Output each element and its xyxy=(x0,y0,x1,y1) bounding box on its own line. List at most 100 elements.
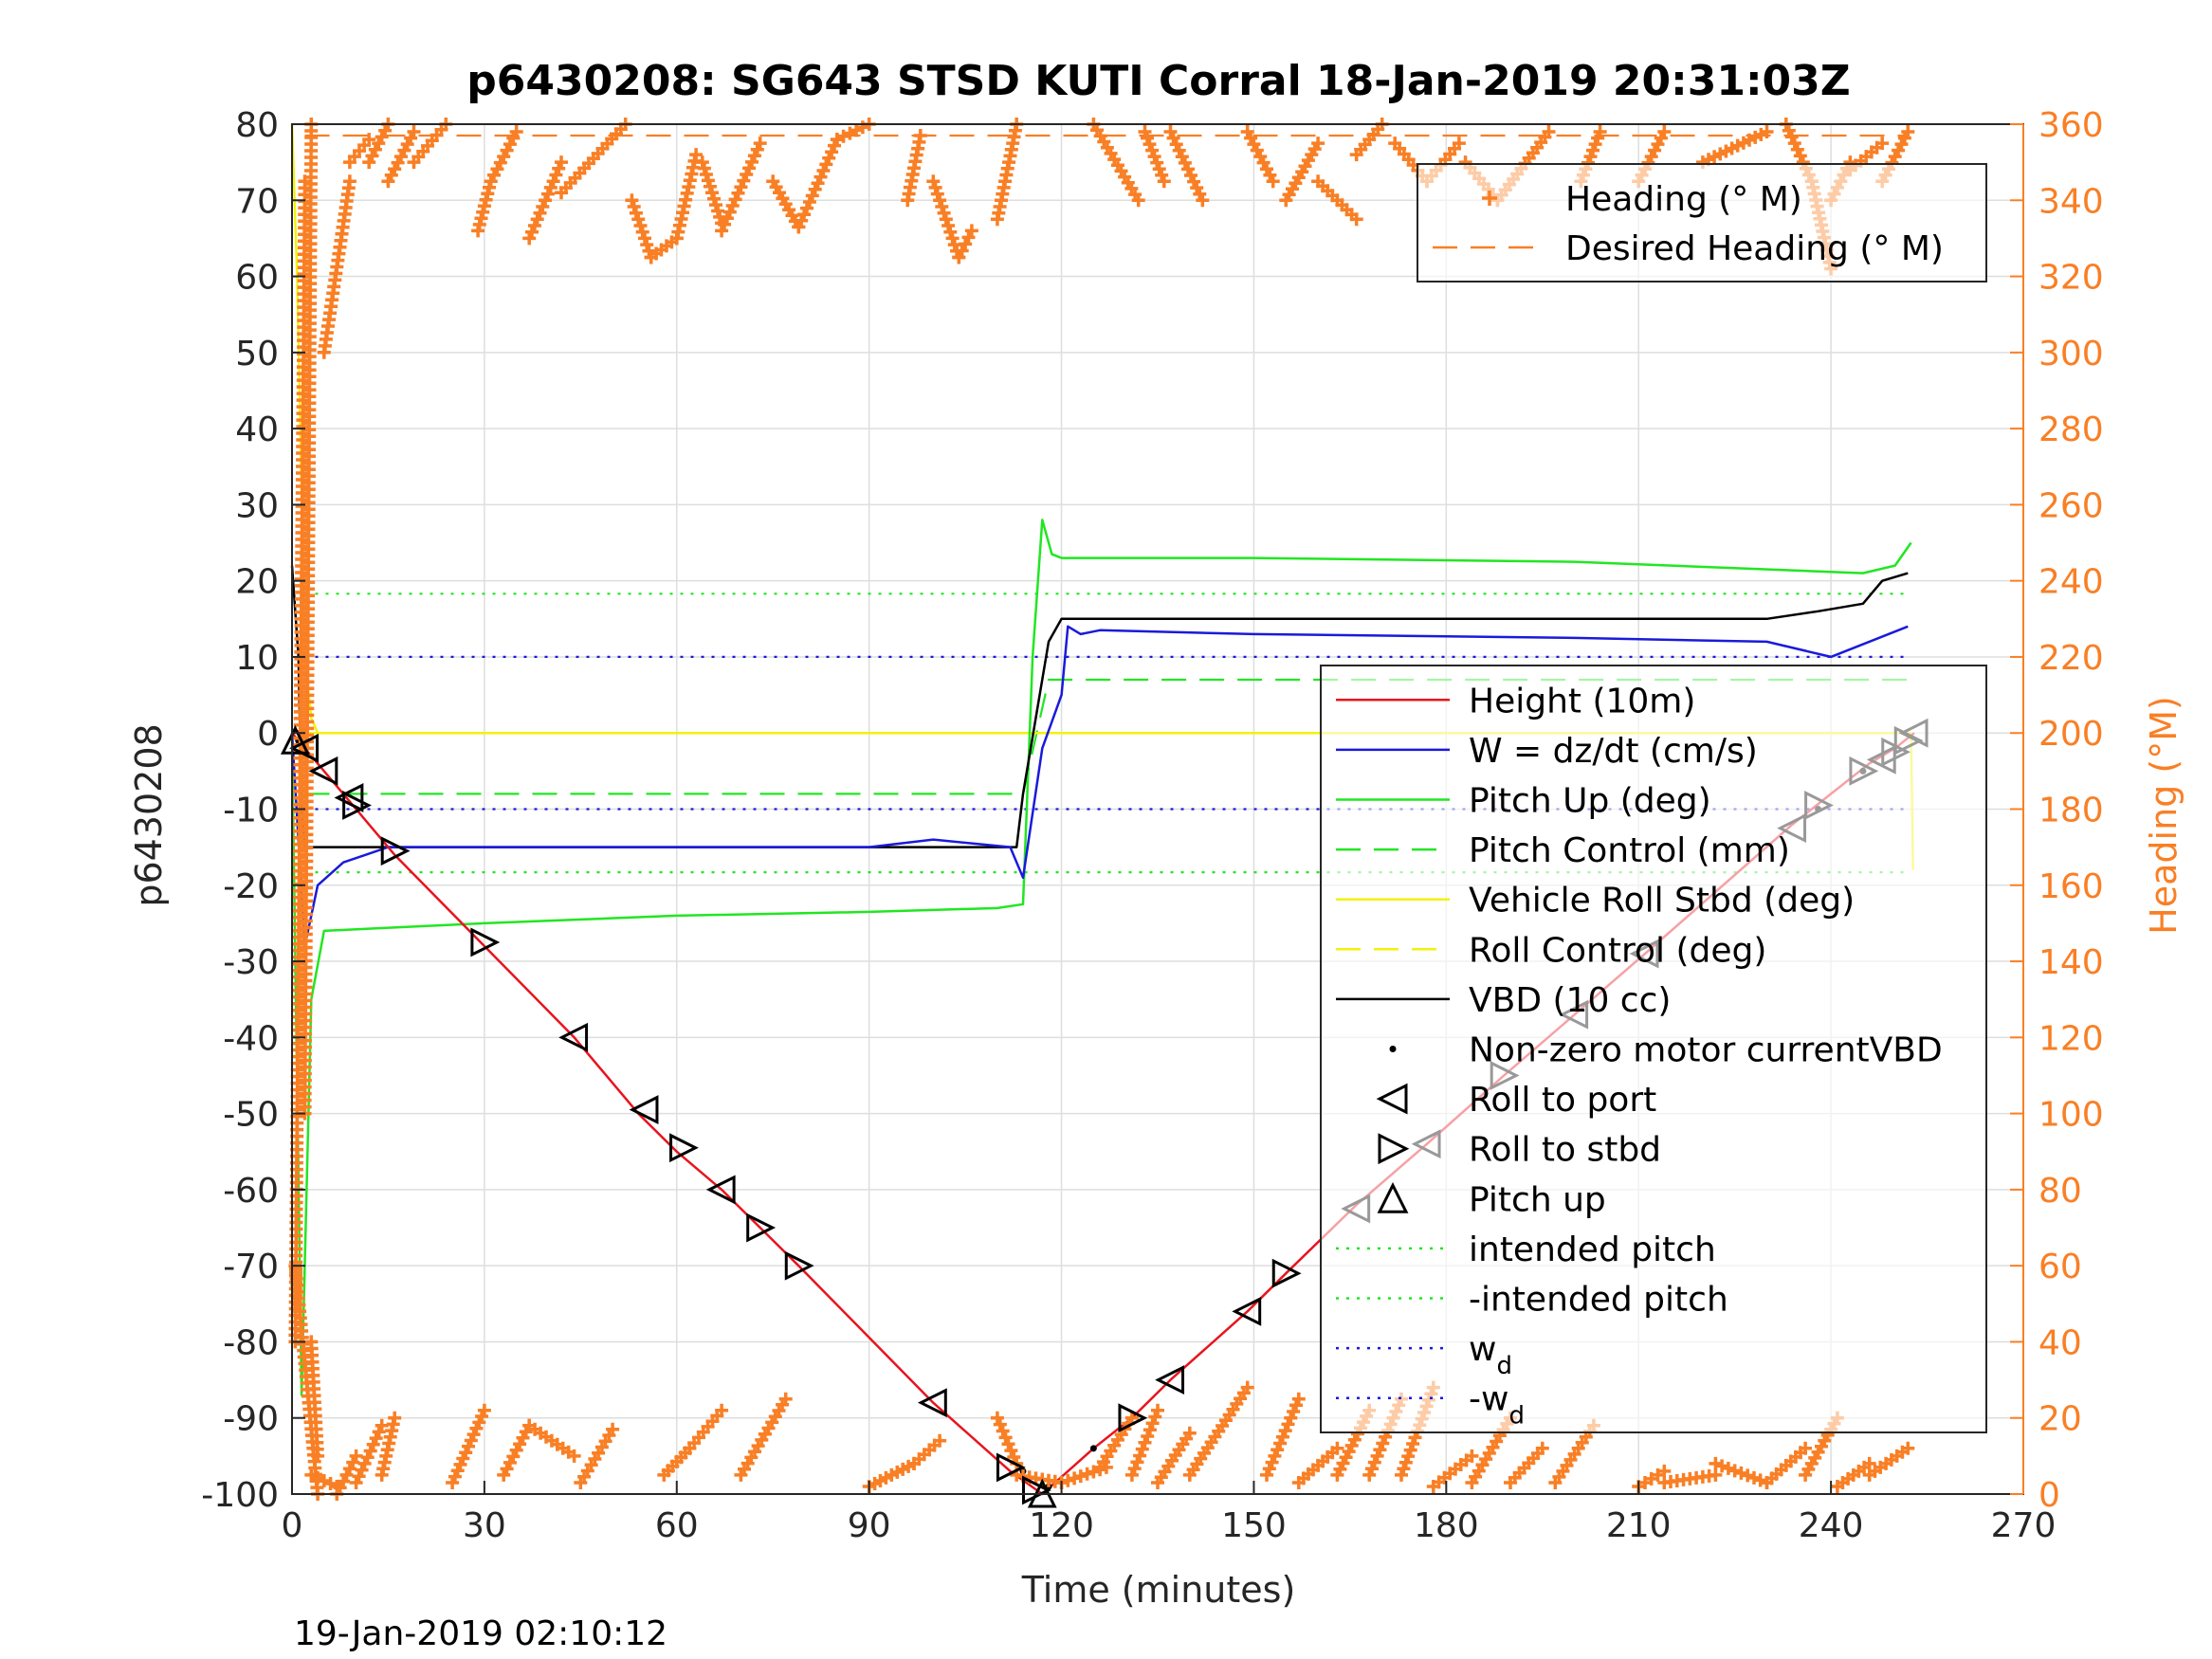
y-tick-label: -30 xyxy=(223,943,279,982)
x-tick-label: 90 xyxy=(848,1506,891,1545)
legend-label: Height (10m) xyxy=(1469,682,1695,720)
heading-segment xyxy=(484,125,523,189)
legend-swatch-marker xyxy=(1378,1133,1410,1165)
x-tick-label: 210 xyxy=(1606,1506,1672,1545)
heading-segment xyxy=(715,137,767,238)
roll-to-stbd-marker xyxy=(784,1250,814,1281)
heading-segment xyxy=(1124,1403,1164,1482)
heading-segment xyxy=(1163,125,1210,208)
y-tick-label: 10 xyxy=(235,639,279,678)
heading-segment xyxy=(901,129,927,208)
roll-to-port-marker xyxy=(1232,1296,1262,1326)
legend-label: Pitch up xyxy=(1469,1180,1606,1219)
heading-segment xyxy=(522,1418,581,1463)
chart-title: p6430208: SG643 STSD KUTI Corral 18-Jan-… xyxy=(466,57,1850,105)
roll-to-port-marker xyxy=(1155,1365,1185,1395)
legend-label: Pitch Up (deg) xyxy=(1469,782,1711,821)
legend-main: Height (10m) W = dz/dt (cm/s) Pitch Up (de… xyxy=(1320,665,1987,1433)
y2-tick-label: 140 xyxy=(2038,943,2104,982)
legend-box xyxy=(1417,163,1987,283)
legend-label: VBD (10 cc) xyxy=(1469,981,1671,1020)
x-tick-label: 30 xyxy=(463,1506,506,1545)
heading-segment xyxy=(734,1392,793,1482)
legend-label: Heading (° M) xyxy=(1565,180,1802,219)
y-tick-label: 40 xyxy=(235,410,279,449)
y-axis-label: p6430208 xyxy=(128,723,170,906)
legend-label: Non-zero motor currentVBD xyxy=(1469,1031,1943,1070)
y2-tick-label: 60 xyxy=(2038,1248,2082,1286)
legend-label: Pitch Control (mm) xyxy=(1469,831,1790,870)
y2-tick-label: 100 xyxy=(2038,1096,2104,1135)
y-tick-label: 80 xyxy=(235,106,279,145)
x-tick-label: 60 xyxy=(655,1506,699,1545)
heading-segment xyxy=(375,1411,402,1482)
legend-label: Roll to port xyxy=(1469,1081,1656,1120)
y2-tick-label: 280 xyxy=(2038,410,2104,449)
y2-tick-label: 180 xyxy=(2038,792,2104,830)
heading-segment xyxy=(669,148,704,246)
heading-segment xyxy=(1182,1380,1254,1482)
y-tick-label: 70 xyxy=(235,182,279,221)
y2-tick-label: 300 xyxy=(2038,335,2104,374)
heading-segment xyxy=(1279,137,1325,208)
roll-to-stbd-marker xyxy=(996,1452,1026,1483)
footer-timestamp: 19-Jan-2019 02:10:12 xyxy=(294,1614,667,1653)
y2-tick-label: 200 xyxy=(2038,715,2104,754)
roll-to-stbd-marker xyxy=(342,791,372,820)
roll-to-port-marker xyxy=(917,1388,947,1418)
y-tick-label: -50 xyxy=(223,1096,279,1135)
y-tick-label: -20 xyxy=(223,867,279,906)
legend-label: Roll to stbd xyxy=(1469,1131,1661,1170)
y2-tick-label: 40 xyxy=(2038,1323,2082,1362)
heading-segment xyxy=(342,133,376,170)
y2-tick-label: 240 xyxy=(2038,563,2104,602)
legend-swatch-marker xyxy=(1376,1083,1408,1115)
y-tick-label: 60 xyxy=(235,259,279,298)
series-w-dz-dt-cm-s xyxy=(290,625,1909,948)
y2-tick-label: 120 xyxy=(2038,1019,2104,1058)
x-axis-label: Time (minutes) xyxy=(1021,1569,1296,1611)
legend-swatch-plus xyxy=(1482,191,1497,206)
heading-segment xyxy=(1504,1441,1549,1489)
heading-segment xyxy=(1830,1456,1876,1493)
y2-tick-label: 340 xyxy=(2038,182,2104,221)
heading-segment xyxy=(317,174,356,359)
roll-to-port-marker xyxy=(558,1022,589,1052)
x-tick-label: 120 xyxy=(1029,1506,1094,1545)
heading-segment xyxy=(1138,125,1171,189)
roll-to-stbd-marker xyxy=(380,836,411,866)
heading-segment xyxy=(1426,1449,1479,1493)
heading-segment xyxy=(1291,1441,1344,1489)
x-tick-label: 180 xyxy=(1414,1506,1479,1545)
y-tick-label: 20 xyxy=(235,563,279,602)
y-tick-label: -80 xyxy=(223,1323,279,1362)
legend-label: Roll Control (deg) xyxy=(1469,931,1766,970)
legend-heading: Heading (° M) Desired Heading (° M) xyxy=(1417,163,1987,283)
y2-tick-label: 260 xyxy=(2038,486,2104,525)
legend-label-subscript: d xyxy=(1496,1352,1512,1380)
y-tick-label: -100 xyxy=(201,1476,279,1515)
y2-axis-label: Heading (°M) xyxy=(2143,696,2185,935)
y-tick-label: -10 xyxy=(223,792,279,830)
y-tick-label: -60 xyxy=(223,1172,279,1211)
y2-tick-label: 360 xyxy=(2038,106,2104,145)
heading-segment xyxy=(1260,1392,1306,1482)
y-tick-label: -40 xyxy=(223,1019,279,1058)
legend-label: intended pitch xyxy=(1469,1231,1716,1269)
y-tick-label: -90 xyxy=(223,1400,279,1439)
y2-tick-label: 220 xyxy=(2038,639,2104,678)
heading-segment xyxy=(695,155,729,230)
x-tick-label: 0 xyxy=(282,1506,303,1545)
roll-to-stbd-marker xyxy=(1118,1403,1148,1433)
roll-to-port-marker xyxy=(334,783,364,812)
heading-segment xyxy=(907,1433,947,1470)
roll-to-port-marker xyxy=(289,733,320,763)
heading-segment xyxy=(1695,125,1774,170)
legend-swatch-marker xyxy=(1377,1181,1409,1213)
y2-tick-label: 320 xyxy=(2038,259,2104,298)
y-tick-label: -70 xyxy=(223,1248,279,1286)
y-tick-label: 0 xyxy=(257,715,279,754)
axes: 0 30 60 90 120 150 180 210 240 270-100-90-80-70-6… xyxy=(201,106,2103,1545)
heading-segment xyxy=(446,1403,491,1489)
